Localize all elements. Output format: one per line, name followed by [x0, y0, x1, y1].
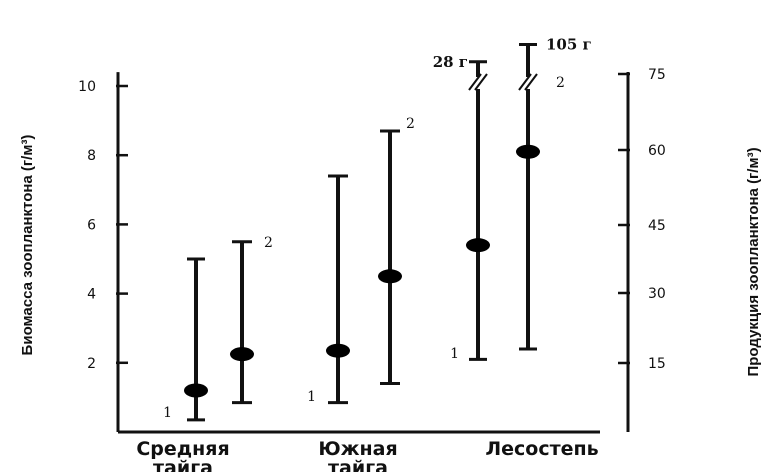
axis-break-mark — [524, 73, 538, 91]
ticks: 2 4 6 8 10 15 30 45 60 75 — [78, 67, 666, 372]
category-label: тайга — [328, 457, 388, 472]
axis-break-mark — [474, 73, 488, 91]
series-label: 2 — [406, 116, 415, 132]
mean-marker — [184, 383, 208, 398]
error-bar-point — [466, 60, 490, 361]
y-right-tick-label: 30 — [648, 286, 666, 302]
mean-marker — [516, 144, 540, 159]
error-bar-point — [230, 240, 254, 405]
error-bar-point — [516, 42, 540, 351]
y-left-tick-label: 8 — [87, 148, 96, 164]
category-label: Лесостепь — [485, 438, 598, 460]
mean-marker — [326, 343, 350, 358]
y-right-tick-label: 45 — [648, 218, 666, 234]
y-axis-left-title: Биомасса зоопланктона (г/м³) — [19, 135, 36, 356]
series-label: 2 — [264, 235, 273, 251]
series-label: 2 — [556, 75, 565, 91]
category-label: Южная — [318, 438, 397, 460]
axes — [116, 72, 630, 434]
y-left-tick-label: 2 — [87, 356, 96, 372]
y-left-tick-label: 10 — [78, 79, 96, 95]
error-bar-point — [326, 174, 350, 405]
axis-break-mark — [518, 73, 532, 91]
error-bar-point — [378, 129, 402, 386]
y-right-tick-label: 75 — [648, 67, 666, 83]
series-label: 1 — [163, 405, 172, 421]
error-bar-point — [184, 257, 208, 422]
top-value-label: 105 г — [546, 35, 592, 53]
axis-break-mark — [468, 73, 482, 91]
y-left-tick-label: 4 — [87, 287, 96, 303]
series-label: 1 — [307, 389, 316, 405]
y-right-tick-label: 15 — [648, 356, 666, 372]
category-label: Средняя — [136, 438, 229, 460]
series-label: 1 — [450, 346, 459, 362]
category-label: тайга — [153, 457, 213, 472]
mean-marker — [230, 347, 254, 362]
mean-marker — [378, 269, 402, 284]
top-value-label: 28 г — [433, 53, 468, 71]
y-axis-right-title: Продукция зоопланктона (г/м³) — [745, 147, 762, 376]
y-left-tick-label: 6 — [87, 217, 96, 233]
y-right-tick-label: 60 — [648, 143, 666, 159]
error-bars — [184, 42, 540, 422]
mean-marker — [466, 238, 490, 253]
